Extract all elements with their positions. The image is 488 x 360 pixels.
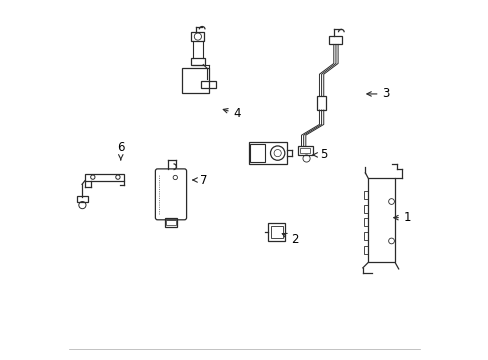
Bar: [298, 146, 312, 155]
Bar: [191, 32, 204, 41]
Text: 6: 6: [117, 141, 124, 160]
Bar: [363, 191, 367, 199]
Bar: [363, 219, 367, 226]
Bar: [190, 58, 204, 64]
Bar: [250, 144, 265, 162]
Bar: [329, 36, 342, 44]
Text: 7: 7: [193, 174, 206, 186]
Text: 2: 2: [282, 233, 298, 246]
Bar: [85, 174, 124, 181]
Bar: [201, 81, 215, 88]
Text: 3: 3: [366, 87, 389, 100]
Bar: [363, 246, 367, 253]
Bar: [270, 226, 282, 238]
Bar: [77, 196, 88, 202]
Bar: [317, 96, 325, 110]
Bar: [363, 205, 367, 213]
Bar: [300, 148, 309, 153]
Bar: [367, 178, 394, 262]
Bar: [166, 220, 175, 225]
Bar: [248, 142, 286, 164]
Text: 1: 1: [393, 211, 410, 224]
Bar: [164, 218, 177, 226]
Text: 4: 4: [223, 107, 241, 120]
Bar: [267, 224, 285, 240]
Bar: [363, 232, 367, 240]
Bar: [182, 68, 208, 93]
Text: 5: 5: [312, 148, 326, 161]
